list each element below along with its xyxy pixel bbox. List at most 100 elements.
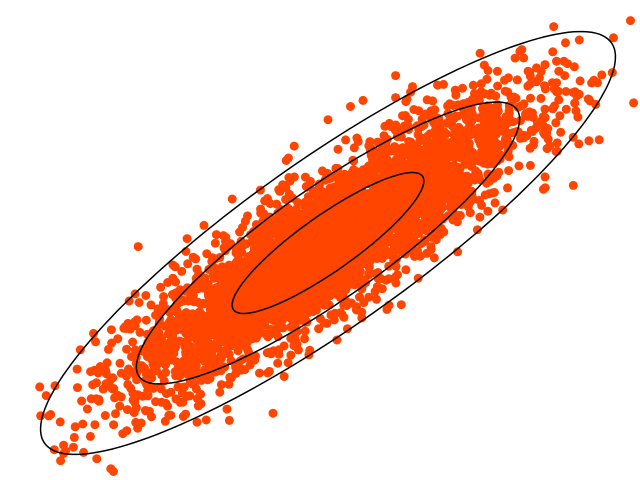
data-point [273, 358, 283, 368]
data-point [317, 277, 327, 287]
data-point [476, 139, 485, 149]
data-point [483, 159, 492, 169]
data-point [458, 83, 467, 93]
data-point [540, 81, 550, 91]
data-point [341, 226, 351, 236]
data-point [136, 418, 146, 428]
data-point [98, 384, 108, 394]
data-point [398, 111, 407, 121]
data-point [379, 131, 389, 141]
data-point [106, 325, 116, 335]
data-point [129, 408, 139, 418]
data-point [431, 235, 441, 245]
data-point [450, 192, 460, 202]
data-point [388, 248, 398, 258]
data-point [292, 339, 302, 349]
data-point [217, 315, 227, 325]
data-point [289, 141, 299, 151]
data-point [222, 404, 232, 414]
data-point [594, 135, 604, 145]
data-point [217, 337, 227, 347]
data-point [574, 35, 584, 45]
data-point [486, 88, 496, 98]
data-point [437, 161, 446, 171]
data-point [59, 440, 69, 450]
data-point [251, 333, 261, 343]
data-point [151, 397, 161, 407]
data-point [143, 390, 153, 400]
data-point [284, 280, 294, 290]
data-point [461, 159, 471, 169]
data-point [467, 186, 477, 196]
data-point [120, 322, 130, 332]
data-point [484, 117, 494, 127]
data-point [281, 213, 291, 223]
data-point [250, 240, 260, 250]
data-point [341, 135, 351, 145]
data-point [396, 300, 406, 310]
data-point [560, 71, 570, 81]
data-point [536, 93, 546, 103]
data-point [108, 467, 118, 476]
data-point [451, 90, 461, 100]
data-point [111, 409, 120, 419]
data-point [353, 234, 363, 244]
data-point [426, 204, 436, 214]
data-point [543, 124, 553, 133]
data-point [301, 295, 310, 305]
data-point [160, 354, 170, 364]
data-point [85, 431, 95, 441]
data-point [523, 66, 533, 76]
data-point [132, 315, 142, 325]
data-point [224, 415, 234, 425]
data-point [420, 144, 430, 154]
data-point [100, 411, 110, 420]
data-point [268, 266, 278, 275]
data-point [436, 223, 446, 233]
data-point [203, 337, 213, 347]
data-point [593, 78, 602, 88]
data-point [149, 357, 159, 367]
data-point [498, 127, 508, 136]
data-point [378, 157, 388, 167]
data-point [463, 202, 473, 212]
data-point [130, 345, 140, 355]
data-point [449, 114, 459, 124]
data-point [385, 207, 395, 217]
data-point [342, 234, 352, 244]
data-point [414, 218, 424, 228]
data-point [191, 349, 201, 359]
data-point [420, 235, 429, 245]
data-point [384, 144, 394, 154]
data-point [247, 297, 257, 307]
data-point [170, 318, 180, 328]
data-point [149, 364, 159, 374]
data-point [223, 285, 233, 295]
data-point [339, 312, 349, 322]
data-point [415, 251, 425, 261]
data-point [475, 48, 485, 58]
data-point [534, 73, 544, 83]
data-point [265, 218, 274, 228]
data-point [188, 326, 198, 336]
data-point [240, 365, 250, 375]
data-point [271, 289, 281, 298]
data-point [235, 227, 245, 237]
data-point [386, 219, 395, 229]
data-point [100, 365, 110, 375]
data-point [133, 242, 143, 252]
data-point [73, 383, 82, 393]
data-point [502, 134, 512, 144]
data-point [178, 397, 188, 407]
data-point [364, 249, 373, 259]
data-point [130, 397, 140, 407]
data-point [233, 346, 243, 356]
data-point [358, 95, 368, 105]
data-point [504, 112, 514, 122]
data-point [216, 292, 226, 302]
data-point [256, 292, 266, 302]
data-point [490, 198, 500, 208]
data-point [239, 293, 249, 303]
data-point [281, 261, 291, 271]
data-point [364, 268, 374, 278]
